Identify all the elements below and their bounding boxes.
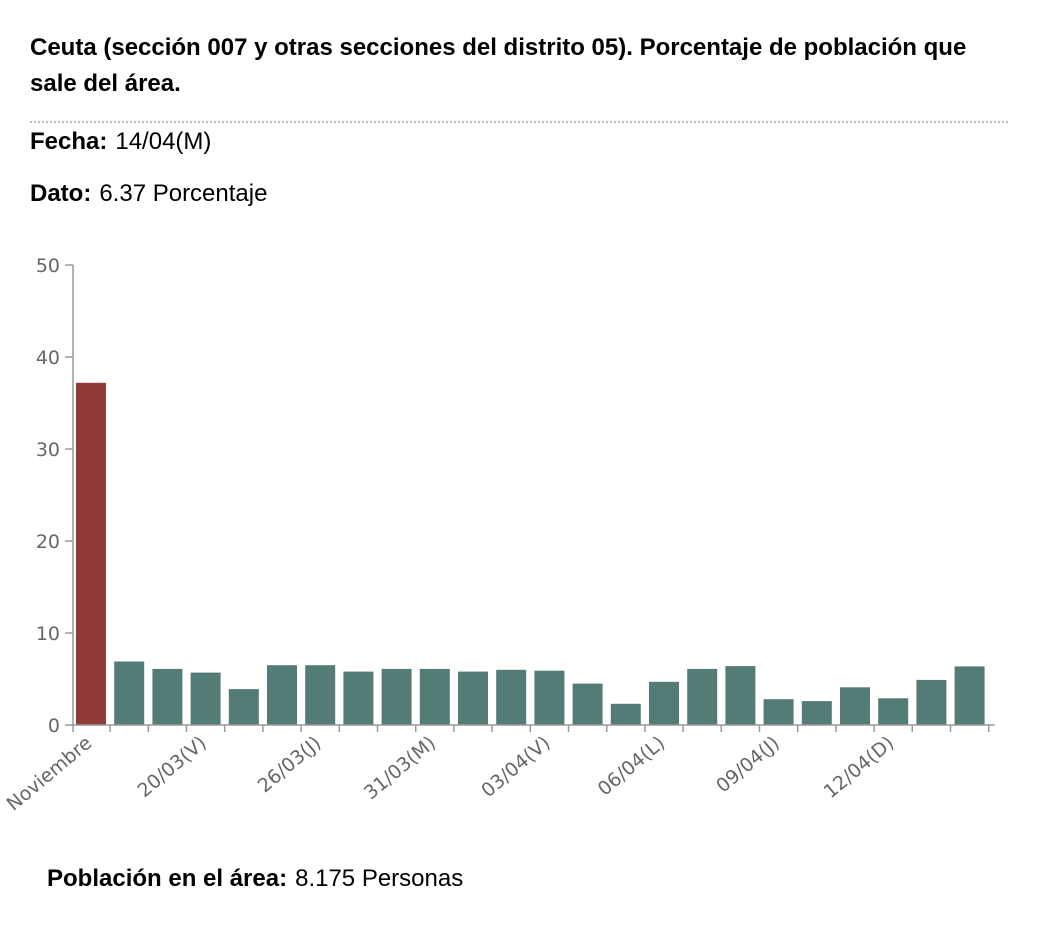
dato-value: 6.37 Porcentaje [99, 180, 268, 207]
bar-14 [610, 703, 641, 725]
bar-10 [458, 671, 488, 725]
bar-5 [267, 665, 297, 725]
bar-15 [649, 681, 679, 725]
bar-1 [114, 661, 145, 725]
x-tick-label-18: 09/04(J) [712, 732, 784, 797]
fecha-value: 14/04(M) [115, 128, 212, 155]
bar-6 [305, 665, 336, 725]
x-tick-label-12: 03/04(V) [477, 732, 554, 802]
y-tick-label-20: 20 [36, 531, 60, 553]
x-tick-label-0: Noviembre [3, 732, 97, 816]
poblacion-label: Población en el área: [47, 865, 288, 892]
bar-17 [725, 666, 756, 725]
y-tick-label-50: 50 [36, 255, 60, 277]
x-tick-label-3: 20/03(V) [133, 732, 210, 802]
bar-8 [381, 668, 412, 725]
bar-18 [763, 699, 794, 725]
chart-title: Ceuta (sección 007 y otras secciones del… [30, 34, 967, 97]
bar-7 [343, 671, 374, 725]
poblacion-value: 8.175 Personas [295, 865, 464, 892]
x-tick-label-6: 26/03(J) [254, 732, 326, 797]
dato-label: Dato: [30, 180, 92, 207]
bar-19 [801, 701, 832, 725]
bar-11 [496, 669, 527, 725]
y-tick-label-30: 30 [36, 439, 60, 461]
bar-0 [76, 382, 106, 725]
y-tick-label-0: 0 [48, 715, 60, 737]
dato-row: Dato: 6.37 Porcentaje [30, 179, 267, 209]
bar-4 [228, 689, 259, 725]
bar-12 [534, 670, 565, 725]
bar-3 [190, 672, 221, 725]
bar-2 [152, 668, 183, 725]
bar-9 [419, 668, 450, 725]
bar-chart: 0 10 20 30 40 50 Noviembre 20/03(V) 26/03(J) 31/0… [3, 255, 995, 816]
bar-21 [878, 698, 909, 725]
bar-20 [840, 687, 870, 725]
bar-23 [954, 666, 985, 725]
title-divider [30, 121, 1008, 123]
y-tick-label-10: 10 [36, 623, 60, 645]
poblacion-row: Población en el área: 8.175 Personas [47, 864, 463, 894]
fecha-row: Fecha: 14/04(M) [30, 127, 211, 157]
y-tick-label-40: 40 [36, 347, 60, 369]
fecha-label: Fecha: [30, 128, 108, 155]
x-tick-label-9: 31/03(M) [360, 732, 440, 804]
x-tick-label-15: 06/04(L) [594, 732, 670, 800]
bar-13 [572, 683, 603, 725]
x-tick-label-21: 12/04(D) [820, 732, 899, 803]
bar-16 [687, 668, 718, 725]
bar-22 [916, 679, 947, 725]
